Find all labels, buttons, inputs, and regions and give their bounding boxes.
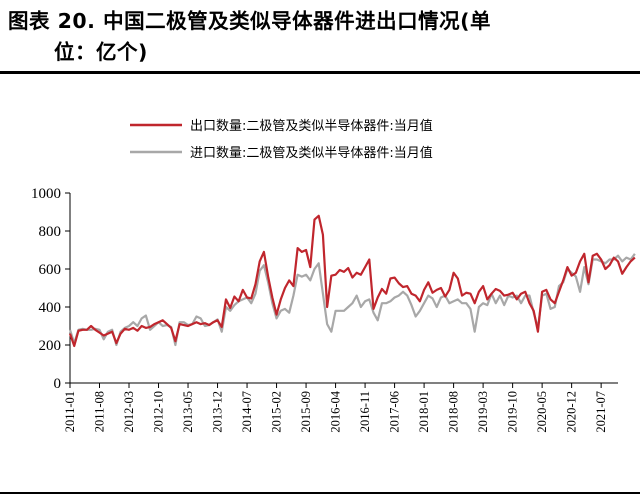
x-tick-label: 2021-07 [594,391,608,433]
y-tick-label: 200 [39,338,62,354]
series-lines [68,214,636,348]
x-tick-label: 2019-03 [476,391,490,433]
x-tick-label: 2012-03 [122,391,136,433]
x-tick-label: 2013-05 [181,391,195,433]
x-tick-label: 2015-02 [270,391,284,433]
legend-item-import: 进口数量:二极管及类似半导体器件:当月值 [130,145,433,161]
x-tick-label: 2018-08 [447,391,461,433]
x-tick-label: 2019-10 [506,391,520,433]
x-tick-label: 2015-09 [299,391,313,433]
x-tick-label: 2011-08 [93,391,107,432]
x-tick-label: 2020-05 [535,391,549,433]
legend-label: 出口数量:二极管及类似半导体器件:当月值 [190,118,433,134]
x-tick-label: 2016-11 [358,391,372,432]
y-tick-label: 0 [54,376,62,392]
figure-title-line2: 位：亿个) [54,40,148,64]
x-tick-label: 2020-12 [565,391,579,433]
x-tick-label: 2016-04 [329,390,343,432]
x-tick-label: 2017-06 [388,391,402,433]
figure-title: 图表 20. 中国二极管及类似导体器件进出口情况(单 位：亿个) [8,6,632,68]
figure-title-line1: 图表 20. 中国二极管及类似导体器件进出口情况(单 [8,9,491,33]
x-tick-label: 2014-07 [240,391,254,433]
x-tick-label: 2018-01 [417,391,431,433]
x-axis-ticks: 2011-01 2011-08 2012-03 2012-10 2013-05 2013-… [63,383,608,433]
export-series-line [68,214,636,348]
title-divider [0,71,640,74]
x-tick-label: 2011-01 [63,391,77,432]
y-tick-label: 1000 [31,186,61,202]
x-tick-label: 2013-12 [211,391,225,433]
y-tick-label: 400 [39,300,62,316]
y-tick-label: 800 [39,224,62,240]
legend-label: 进口数量:二极管及类似半导体器件:当月值 [190,145,433,161]
axes [69,193,618,384]
y-tick-label: 600 [39,262,62,278]
legend-item-export: 出口数量:二极管及类似半导体器件:当月值 [130,118,433,134]
bottom-divider [0,492,640,494]
y-axis-ticks: 0 200 400 600 800 1000 [31,186,70,392]
x-tick-label: 2012-10 [152,391,166,433]
